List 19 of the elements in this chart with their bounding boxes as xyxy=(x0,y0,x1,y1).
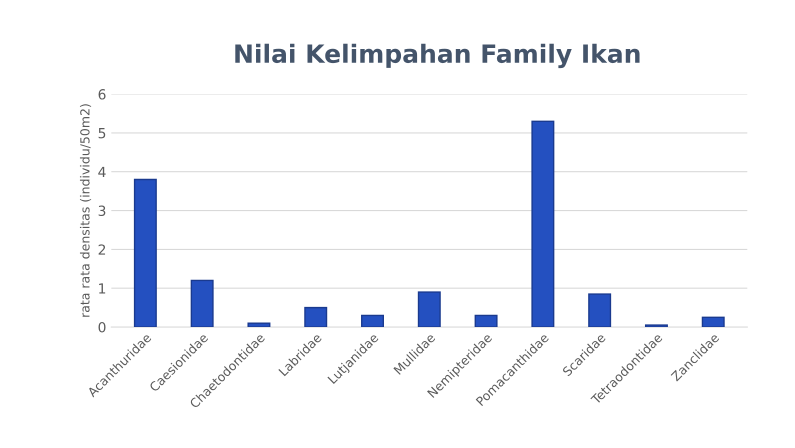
y-tick-label: 5 xyxy=(98,128,106,138)
bar xyxy=(588,293,612,328)
bar xyxy=(361,314,384,328)
y-tick-label: 3 xyxy=(98,206,106,216)
y-axis-title: rata rata densitas (individu/50m2) xyxy=(80,104,92,317)
bar xyxy=(418,291,441,328)
bar xyxy=(304,306,328,328)
y-tick-label: 2 xyxy=(98,244,106,255)
bar xyxy=(247,322,270,328)
y-tick-label: 1 xyxy=(99,283,106,294)
y-tick-label: 0 xyxy=(98,322,106,333)
bar xyxy=(134,178,157,328)
y-tick-label: 6 xyxy=(98,89,106,100)
bar xyxy=(474,314,498,328)
chart-title: Nilai Kelimpahan Family Ikan xyxy=(235,44,640,68)
bar xyxy=(190,280,214,328)
bar xyxy=(702,316,725,328)
bar xyxy=(531,120,554,328)
y-tick-label: 4 xyxy=(98,166,106,178)
